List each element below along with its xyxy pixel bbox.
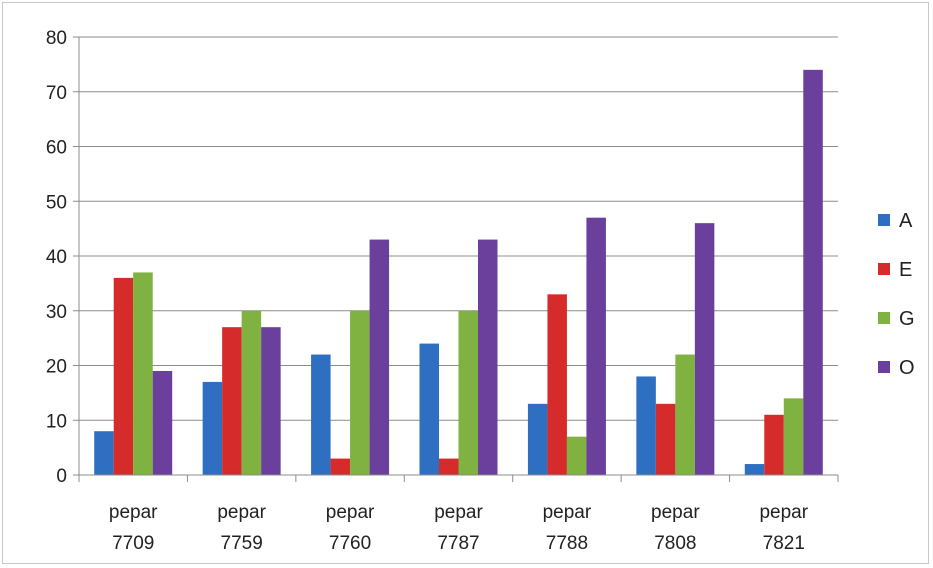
y-tick-label: 70 [46, 83, 67, 104]
bar-o [369, 239, 390, 475]
bar-e [764, 414, 784, 475]
y-tick-label: 30 [46, 302, 67, 323]
bar-a [527, 403, 548, 475]
bar-a [94, 431, 114, 475]
y-tick-label: 0 [56, 466, 67, 487]
x-tick-label: 7788 [546, 533, 588, 554]
bar-g [350, 310, 370, 475]
axes [78, 37, 838, 476]
x-tick-label: pepar [217, 502, 266, 523]
legend-item-e: E [878, 259, 912, 281]
bar-e [655, 403, 676, 475]
x-tick-label: 7821 [763, 533, 805, 554]
y-axis-ticks: 0 10 20 30 40 50 60 70 80 [46, 28, 79, 487]
bar-g [783, 398, 804, 475]
bar-a [202, 381, 223, 475]
bar-o [803, 69, 823, 475]
bar-e [113, 277, 134, 475]
bar-a [636, 376, 656, 475]
x-tick-label: pepar [326, 502, 375, 523]
bar-g [133, 272, 153, 475]
x-tick-label: 7787 [437, 533, 479, 554]
legend-swatch [878, 312, 890, 324]
bar-o [478, 239, 498, 475]
legend-item-a: A [878, 210, 913, 232]
legend-label: E [899, 259, 912, 281]
legend-swatch [878, 361, 890, 373]
x-tick-label: pepar [434, 502, 483, 523]
bar-e [439, 458, 459, 475]
x-tick-label: pepar [543, 502, 592, 523]
bar-o [694, 223, 715, 475]
bar-a [419, 343, 439, 475]
y-tick-label: 40 [46, 247, 67, 268]
bar-o [152, 370, 173, 475]
bar-g [241, 310, 262, 475]
x-axis-ticks: pepar 7709 pepar 7759 pepar 7760 pepar 7787 pepa… [78, 475, 839, 554]
bar-e [330, 458, 351, 475]
legend-label: G [899, 308, 915, 330]
x-tick-label: pepar [109, 502, 158, 523]
y-tick-label: 10 [46, 411, 67, 432]
x-tick-label: pepar [759, 502, 808, 523]
bar-a [311, 354, 331, 475]
bar-e [222, 327, 242, 475]
x-tick-label: 7759 [221, 533, 263, 554]
legend-item-g: G [878, 308, 915, 330]
bar-o [261, 327, 281, 475]
legend-label: A [899, 210, 913, 232]
y-tick-label: 20 [46, 357, 67, 378]
legend-item-o: O [878, 357, 915, 379]
y-tick-label: 60 [46, 138, 67, 159]
x-tick-label: 7760 [329, 533, 371, 554]
legend-label: O [899, 357, 915, 379]
legend-swatch [878, 214, 890, 226]
bar-o [586, 217, 606, 476]
y-tick-label: 50 [46, 192, 67, 213]
bars [94, 69, 823, 476]
x-tick-label: 7808 [654, 533, 696, 554]
x-tick-label: pepar [651, 502, 700, 523]
bar-e [547, 294, 567, 475]
bar-g [566, 436, 587, 475]
legend-swatch [878, 263, 890, 275]
y-tick-label: 80 [46, 28, 67, 49]
x-tick-label: 7709 [112, 533, 154, 554]
bar-g [675, 354, 695, 475]
bar-g [458, 310, 478, 475]
legend: A E G O [878, 210, 915, 379]
bar-a [744, 464, 765, 475]
